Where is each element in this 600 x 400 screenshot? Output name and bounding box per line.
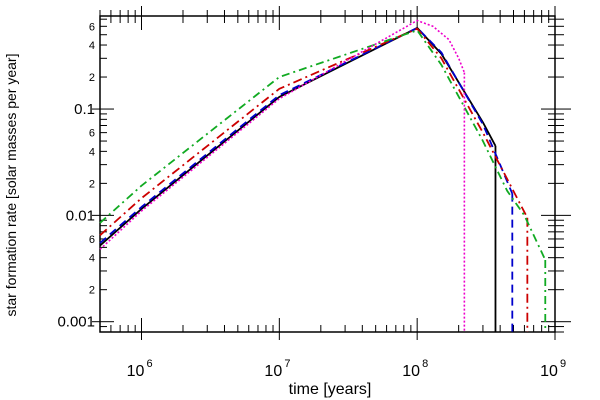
x-tick-exponent: 9 — [560, 358, 566, 370]
series-line-dash-dot-green — [99, 29, 547, 261]
axis-ticks — [92, 6, 571, 340]
y-minor-tick-label: 6 — [89, 128, 95, 140]
y-minor-tick-label: 2 — [89, 285, 95, 297]
y-tick-label: 0.01 — [66, 207, 95, 224]
y-minor-tick-label: 4 — [89, 146, 95, 158]
series-line-dash-dot-red — [99, 27, 529, 236]
y-tick-label: 0.001 — [57, 314, 95, 331]
x-axis-label: time [years] — [289, 381, 372, 398]
y-minor-tick-label: 4 — [89, 40, 95, 52]
y-minor-tick-label: 6 — [89, 234, 95, 246]
x-tick-exponent: 8 — [422, 358, 428, 370]
series-line-dotted-magenta — [99, 19, 466, 250]
series-group — [99, 19, 547, 332]
x-tick-label: 10 — [127, 363, 145, 380]
x-tick-exponent: 7 — [284, 358, 290, 370]
y-minor-tick-label: 4 — [89, 253, 95, 265]
y-axis-label: star formation rate [solar masses per ye… — [3, 54, 19, 317]
y-minor-tick-label: 2 — [89, 72, 95, 84]
series-line-dashed-blue — [99, 26, 514, 244]
y-minor-tick-label: 6 — [89, 21, 95, 33]
x-tick-label: 10 — [540, 363, 558, 380]
x-tick-label: 10 — [402, 363, 420, 380]
x-tick-labels: 10 6 10 7 10 8 10 9 — [127, 358, 567, 380]
x-tick-label: 10 — [264, 363, 282, 380]
plot-frame — [99, 15, 556, 333]
y-tick-label: 0.1 — [74, 101, 95, 118]
x-tick-exponent: 6 — [146, 358, 152, 370]
series-line-solid-black — [99, 26, 497, 247]
y-minor-tick-label: 2 — [89, 178, 95, 190]
y-tick-labels: 0.001 0.01 0.1 2 4 6 2 4 6 2 4 6 — [57, 21, 95, 330]
